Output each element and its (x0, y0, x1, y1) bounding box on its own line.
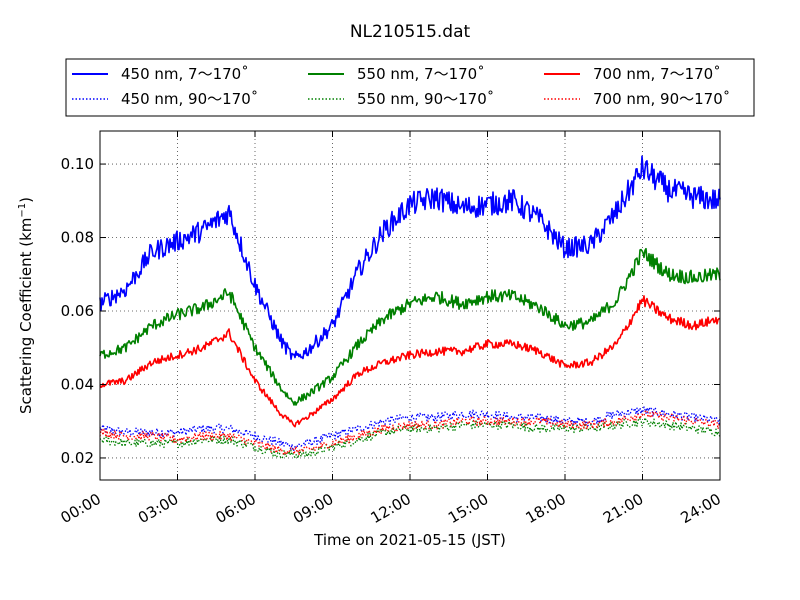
legend-box (65, 58, 755, 117)
legend: 450 nm, 7～170˚ 550 nm, 7～170˚ 700 nm, 7～17… (65, 58, 755, 117)
y-axis-label: Scattering Coefficient (km−1) (17, 197, 35, 414)
y-tick-label: 0.08 (61, 229, 94, 247)
legend-label: 450 nm, 90～170˚ (121, 90, 258, 108)
series-line-full-4 (99, 295, 721, 428)
legend-label: 700 nm, 90～170˚ (593, 90, 730, 108)
grid-layer (100, 131, 720, 480)
y-axis-label-main: Scattering Coefficient (km (17, 218, 35, 414)
legend-label: 550 nm, 7～170˚ (357, 65, 485, 83)
legend-label: 700 nm, 7～170˚ (593, 65, 721, 83)
plot-frame (99, 130, 721, 481)
series-layer (99, 155, 721, 460)
chart-title: NL210515.dat (350, 22, 471, 42)
y-axis-label-close: ) (17, 197, 35, 203)
series-line-full-2 (99, 247, 721, 406)
legend-label: 550 nm, 90～170˚ (357, 90, 494, 108)
x-axis-label: Time on 2021-05-15 (JST) (313, 531, 506, 549)
y-axis-label-superscript: −1 (17, 203, 28, 218)
y-tick-label: 0.02 (61, 449, 94, 467)
series-line-back-3 (99, 416, 721, 460)
series-line-full-0 (99, 155, 721, 360)
y-tick-label: 0.06 (61, 302, 94, 320)
y-tick-label: 0.10 (61, 155, 94, 173)
legend-label: 450 nm, 7～170˚ (121, 65, 249, 83)
y-tick-label: 0.04 (61, 375, 94, 393)
